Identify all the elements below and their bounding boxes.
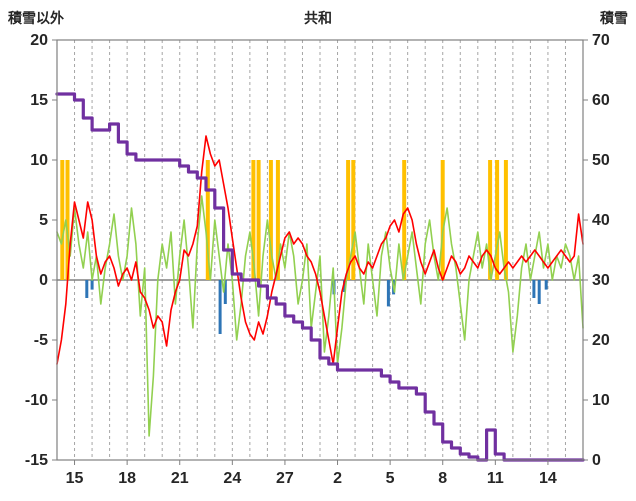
left-tick-label: 5 <box>39 212 48 229</box>
bottom-tick-label: 8 <box>438 470 447 487</box>
chart-title: 共和 <box>304 10 332 26</box>
left-tick-label: -15 <box>25 452 48 469</box>
orange-spikes <box>256 160 261 280</box>
red-line <box>56 135 584 365</box>
left-tick-label: 20 <box>30 32 48 49</box>
green-line <box>56 195 584 437</box>
left-tick-label: 0 <box>39 272 48 289</box>
bottom-tick-label: 15 <box>66 470 84 487</box>
right-tick-label: 40 <box>592 212 610 229</box>
orange-spikes <box>351 160 356 280</box>
right-tick-label: 10 <box>592 392 610 409</box>
bottom-tick-label: 2 <box>333 470 342 487</box>
blue-spikes <box>85 280 89 298</box>
snow-depth-line <box>55 92 585 462</box>
bottom-tick-label: 11 <box>487 470 504 487</box>
right-tick-label: 0 <box>592 452 601 469</box>
left-tick-label: 10 <box>30 152 48 169</box>
right-axis-title: 積雪 <box>600 10 628 26</box>
orange-spikes <box>268 160 273 280</box>
orange-spikes <box>346 160 351 280</box>
orange-spikes <box>251 160 256 280</box>
orange-spikes <box>402 160 407 280</box>
orange-spikes <box>488 160 493 280</box>
bottom-tick-label: 14 <box>539 470 557 487</box>
right-tick-label: 70 <box>592 32 610 49</box>
orange-spikes <box>440 160 445 280</box>
plot-border <box>56 39 584 461</box>
orange-spikes <box>205 160 210 280</box>
bottom-tick-label: 5 <box>386 470 395 487</box>
left-tick-label: 15 <box>30 92 48 109</box>
bottom-tick-label: 21 <box>171 470 189 487</box>
orange-spikes <box>60 160 65 280</box>
bottom-tick-label: 27 <box>276 470 294 487</box>
left-tick-label: -5 <box>34 332 48 349</box>
blue-spikes <box>90 280 94 290</box>
orange-spikes <box>275 160 280 280</box>
right-tick-label: 20 <box>592 332 610 349</box>
blue-spikes <box>223 280 227 304</box>
bottom-tick-label: 24 <box>223 470 241 487</box>
orange-spikes <box>495 160 500 280</box>
right-tick-label: 60 <box>592 92 610 109</box>
blue-spikes <box>537 280 541 304</box>
left-axis-title: 積雪以外 <box>8 10 64 26</box>
orange-spikes <box>503 160 508 280</box>
right-tick-label: 50 <box>592 152 610 169</box>
left-tick-label: -10 <box>25 392 48 409</box>
orange-spikes <box>65 160 70 280</box>
blue-spikes <box>532 280 536 298</box>
right-tick-label: 30 <box>592 272 610 289</box>
blue-spikes <box>544 280 548 290</box>
blue-spikes <box>386 280 390 307</box>
bottom-tick-label: 18 <box>118 470 136 487</box>
blue-spikes <box>218 280 222 334</box>
blue-spikes <box>343 280 346 292</box>
